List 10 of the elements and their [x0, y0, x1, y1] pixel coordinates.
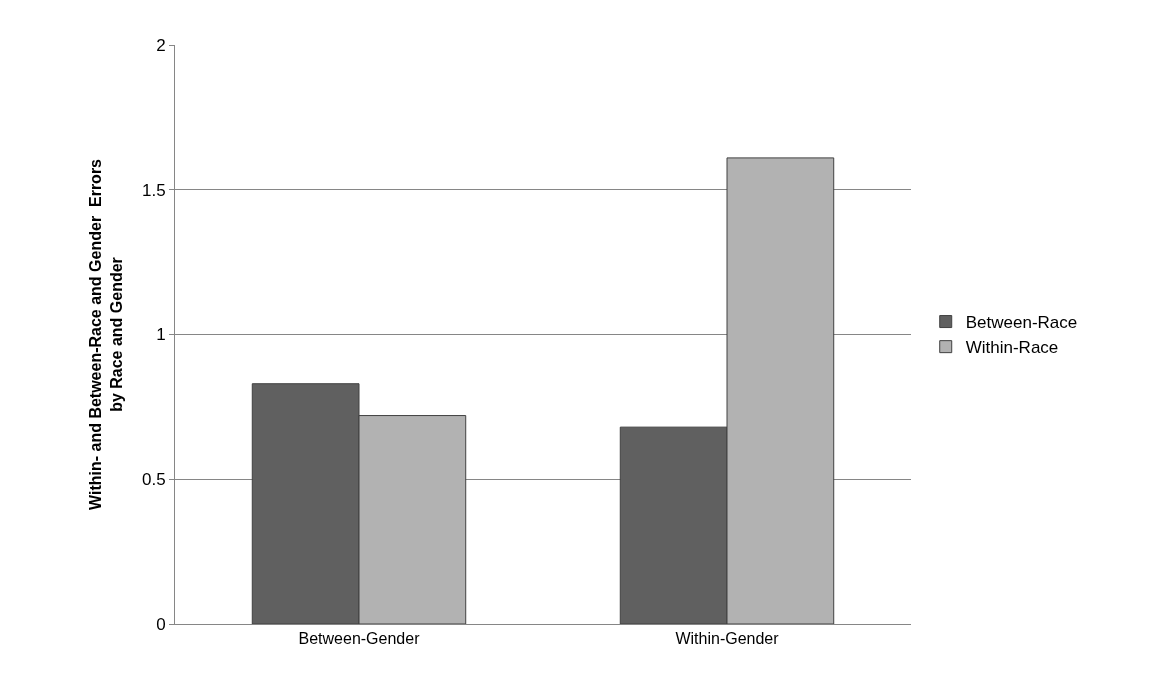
- x-tick-label: Between-Gender: [298, 630, 421, 648]
- y-tick-label: 0.5: [141, 470, 166, 490]
- y-tick-label: 1.5: [141, 180, 166, 200]
- y-tick-label: 1: [156, 325, 166, 345]
- legend-label: Between-Race: [965, 313, 1078, 333]
- y-axis-title: Within- and Between-Race and Gender Errors by Race and Gender: [87, 158, 125, 511]
- x-tick-label: Within-Gender: [675, 630, 780, 648]
- y-tick-label: 2: [156, 35, 166, 55]
- y-tick-label: 0: [156, 614, 166, 634]
- legend-label: Within-Race: [965, 338, 1059, 358]
